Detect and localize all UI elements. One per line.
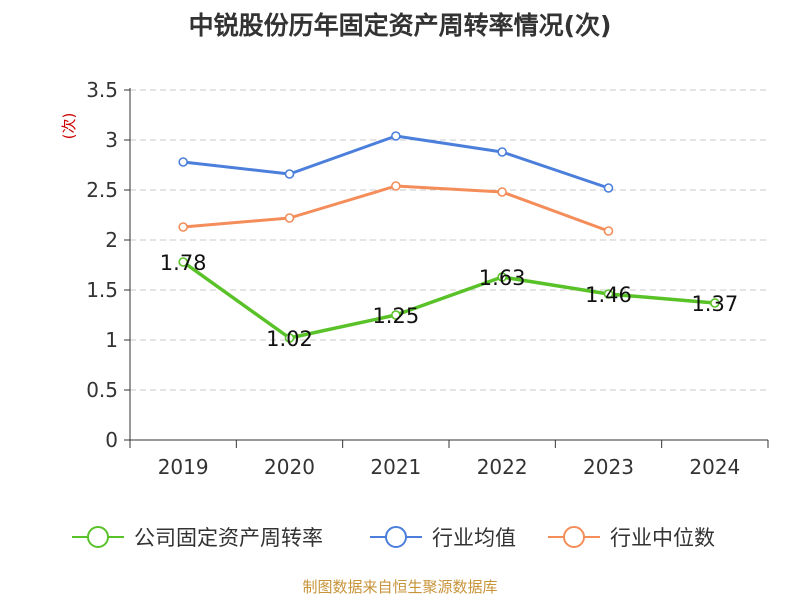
series-line-2	[183, 184, 610, 233]
series-line-1	[182, 134, 609, 190]
x-tick-label: 2024	[689, 455, 740, 479]
grid-lines	[130, 89, 768, 391]
data-point	[178, 222, 188, 232]
axes: 0 0.5 1 1.5 2 2.5 3 3.5 (次) 2019 2020 2021 2022 2023 2…	[60, 78, 769, 479]
y-tick-label: 3	[105, 128, 118, 152]
data-point	[391, 181, 401, 191]
data-label: 1.25	[372, 304, 419, 328]
y-tick-label: 2.5	[86, 178, 118, 202]
x-tick-label: 2023	[583, 455, 634, 479]
data-point	[284, 169, 295, 179]
data-point	[178, 157, 188, 167]
data-point	[603, 226, 614, 236]
x-tick-label: 2020	[264, 455, 315, 479]
y-tick-label: 2	[105, 228, 118, 252]
y-tick-label: 1.5	[86, 278, 118, 302]
data-point	[603, 289, 614, 299]
data-point	[284, 213, 295, 223]
x-tick-label: 2021	[370, 455, 421, 479]
legend-marker-1	[385, 526, 407, 548]
data-point	[284, 333, 295, 343]
data-label: 1.63	[479, 266, 526, 290]
data-labels: 1.78 1.02 1.25 1.63 1.46 1.37	[160, 251, 738, 351]
data-point	[710, 298, 720, 308]
data-label: 1.37	[691, 292, 738, 316]
y-axis-unit: (次)	[60, 113, 78, 140]
y-tick-label: 0.5	[86, 378, 118, 402]
y-tick-label: 1	[105, 328, 118, 352]
legend: 公司固定资产周转率 行业均值 行业中位数	[72, 526, 715, 550]
series-layer	[178, 131, 720, 343]
legend-label-1: 行业均值	[432, 526, 516, 550]
data-point	[497, 272, 507, 282]
legend-label-0: 公司固定资产周转率	[134, 526, 323, 550]
data-point	[603, 183, 614, 193]
data-point	[391, 131, 401, 141]
data-label: 1.02	[266, 327, 313, 351]
legend-marker-2	[563, 526, 585, 548]
data-point	[178, 257, 188, 267]
source-note: 制图数据来自恒生聚源数据库	[302, 578, 498, 596]
data-point	[497, 187, 507, 197]
data-point	[391, 310, 401, 320]
series-line-0	[182, 260, 715, 340]
chart-title: 中锐股份历年固定资产周转率情况(次)	[188, 11, 612, 40]
data-label: 1.78	[160, 251, 207, 275]
data-point	[497, 147, 507, 157]
y-tick-label: 0	[105, 428, 118, 452]
legend-label-2: 行业中位数	[610, 526, 715, 550]
data-label: 1.46	[585, 283, 632, 307]
y-tick-label: 3.5	[86, 78, 118, 102]
legend-marker-0	[87, 526, 109, 548]
x-tick-label: 2019	[158, 455, 209, 479]
x-tick-label: 2022	[477, 455, 528, 479]
